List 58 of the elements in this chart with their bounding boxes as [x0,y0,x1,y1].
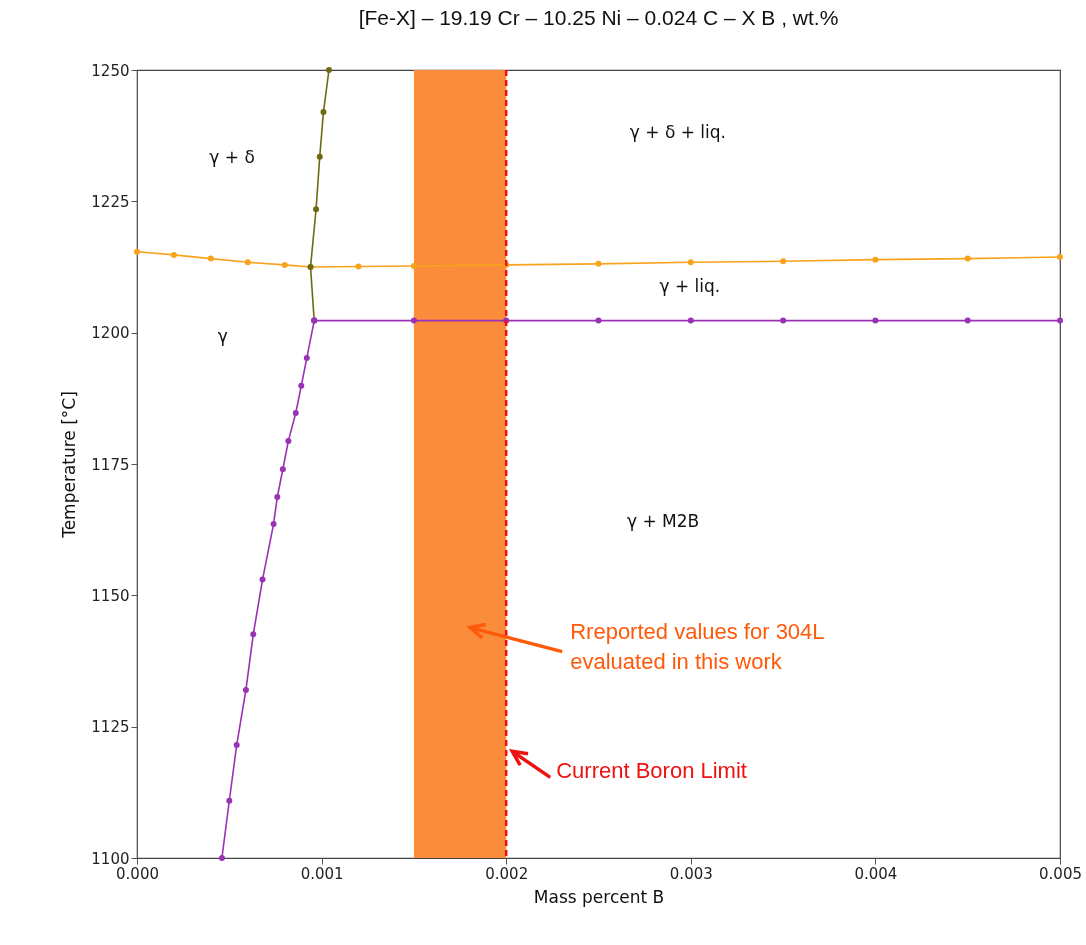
point [259,576,266,583]
point [410,262,417,269]
chart-title: [Fe-X] – 19.19 Cr – 10.25 Ni – 0.024 C – X B , wt.% [358,6,839,29]
y-tick-label: 1125 [91,718,130,737]
point [316,153,323,160]
y-tick-label: 1250 [91,61,130,80]
point [298,382,305,389]
point [872,256,879,263]
annotation: γ + δ + liq. [629,122,726,143]
point [250,631,257,638]
point [218,855,225,861]
annotation: γ + liq. [659,276,721,297]
x-tick-label: 0.003 [669,864,713,883]
x-tick-label: 0.005 [1039,864,1082,883]
annotation: γ [217,326,228,347]
point [964,317,971,324]
point [595,260,602,267]
annotation: γ + δ [209,147,255,168]
point [226,797,233,804]
band-label: Rreported values for 304L evaluated in this work [570,618,825,674]
point [281,261,288,268]
point [242,686,249,693]
point [270,520,277,527]
x-tick-label: 0.001 [300,864,344,883]
point [872,317,879,324]
point [233,742,240,749]
y-tick-label: 1175 [91,455,130,474]
point [170,251,177,258]
y-axis-title: Temperature [°C] [59,391,80,539]
point [355,263,362,270]
point [274,494,281,501]
point [687,317,694,324]
point [410,317,417,324]
point [595,317,602,324]
point [313,206,320,213]
point [303,354,310,361]
point [325,67,332,73]
x-tick-label: 0.004 [854,864,898,883]
point [687,259,694,266]
point [1057,317,1063,324]
point [244,259,251,266]
annotation: γ + M2B [626,511,700,532]
point [279,466,286,473]
point [780,258,787,265]
ref-line-label: Current Boron Limit [556,758,747,784]
point [1057,254,1063,261]
point [134,248,140,255]
y-tick-label: 1150 [91,586,130,605]
point [292,410,299,417]
x-axis-title: Mass percent B [533,886,665,907]
point [964,255,971,262]
point [207,255,214,262]
point [780,317,787,324]
point [320,109,327,116]
x-tick-label: 0.002 [485,864,529,883]
point [285,437,292,444]
y-tick-label: 1200 [91,324,130,343]
y-tick-label: 1225 [91,192,130,211]
